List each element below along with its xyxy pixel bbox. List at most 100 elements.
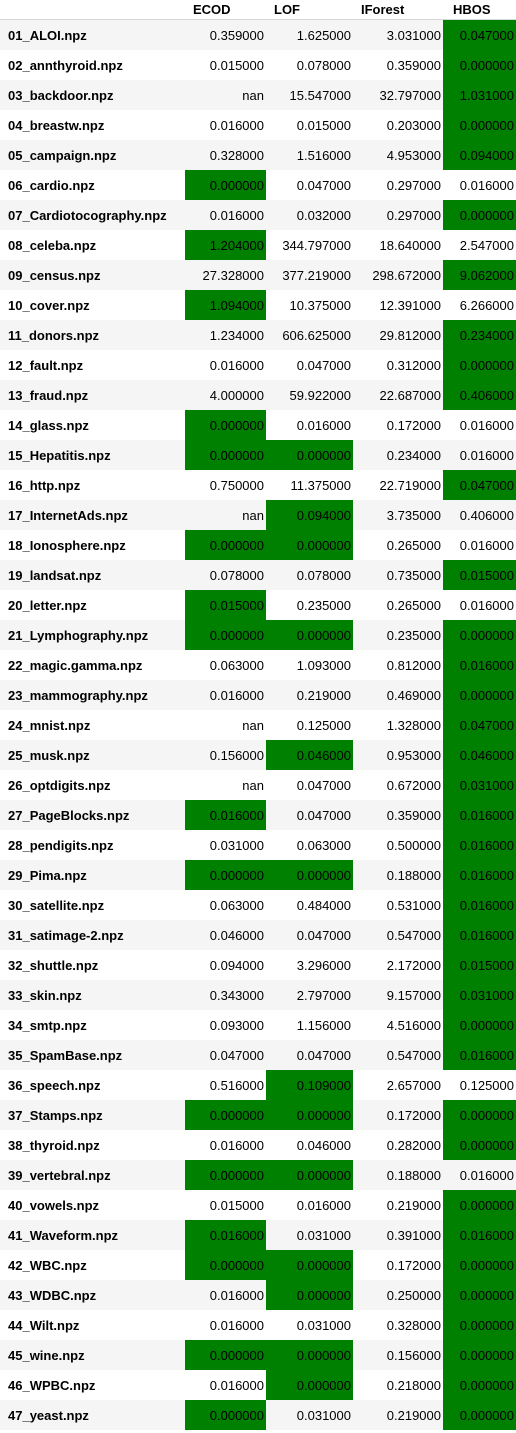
cell-iforest: 0.203000 bbox=[353, 110, 443, 140]
cell-iforest: 0.312000 bbox=[353, 350, 443, 380]
cell-hbos: 0.046000 bbox=[443, 740, 516, 770]
cell-ecod: 4.000000 bbox=[185, 380, 266, 410]
row-label: 05_campaign.npz bbox=[0, 140, 185, 170]
table-row: 11_donors.npz 1.234000 606.625000 29.812000… bbox=[0, 320, 516, 350]
table-row: 12_fault.npz 0.016000 0.047000 0.312000 0.00… bbox=[0, 350, 516, 380]
row-label: 15_Hepatitis.npz bbox=[0, 440, 185, 470]
cell-hbos: 1.031000 bbox=[443, 80, 516, 110]
cell-iforest: 0.250000 bbox=[353, 1280, 443, 1310]
cell-lof: 0.000000 bbox=[266, 1370, 353, 1400]
cell-ecod: 0.000000 bbox=[185, 860, 266, 890]
cell-lof: 0.219000 bbox=[266, 680, 353, 710]
cell-hbos: 0.015000 bbox=[443, 560, 516, 590]
cell-hbos: 0.000000 bbox=[443, 620, 516, 650]
cell-iforest: 0.672000 bbox=[353, 770, 443, 800]
cell-lof: 0.047000 bbox=[266, 170, 353, 200]
cell-ecod: 0.015000 bbox=[185, 590, 266, 620]
cell-lof: 606.625000 bbox=[266, 320, 353, 350]
row-label: 27_PageBlocks.npz bbox=[0, 800, 185, 830]
row-label: 39_vertebral.npz bbox=[0, 1160, 185, 1190]
cell-ecod: nan bbox=[185, 80, 266, 110]
table-row: 41_Waveform.npz 0.016000 0.031000 0.391000 0… bbox=[0, 1220, 516, 1250]
row-label: 41_Waveform.npz bbox=[0, 1220, 185, 1250]
header-row: ECOD LOF IForest HBOS bbox=[0, 0, 516, 20]
table-row: 10_cover.npz 1.094000 10.375000 12.391000 6.… bbox=[0, 290, 516, 320]
cell-hbos: 0.016000 bbox=[443, 410, 516, 440]
table-row: 29_Pima.npz 0.000000 0.000000 0.188000 0.016… bbox=[0, 860, 516, 890]
cell-lof: 1.156000 bbox=[266, 1010, 353, 1040]
cell-lof: 0.000000 bbox=[266, 1280, 353, 1310]
cell-lof: 0.031000 bbox=[266, 1310, 353, 1340]
cell-ecod: 0.343000 bbox=[185, 980, 266, 1010]
table-row: 25_musk.npz 0.156000 0.046000 0.953000 0.046… bbox=[0, 740, 516, 770]
cell-lof: 0.484000 bbox=[266, 890, 353, 920]
cell-lof: 1.516000 bbox=[266, 140, 353, 170]
cell-lof: 2.797000 bbox=[266, 980, 353, 1010]
table-row: 30_satellite.npz 0.063000 0.484000 0.531000… bbox=[0, 890, 516, 920]
cell-ecod: 0.015000 bbox=[185, 1190, 266, 1220]
cell-hbos: 0.406000 bbox=[443, 380, 516, 410]
table-row: 18_Ionosphere.npz 0.000000 0.000000 0.26500… bbox=[0, 530, 516, 560]
row-label: 26_optdigits.npz bbox=[0, 770, 185, 800]
row-label: 22_magic.gamma.npz bbox=[0, 650, 185, 680]
table-row: 01_ALOI.npz 0.359000 1.625000 3.031000 0.047… bbox=[0, 19, 516, 50]
cell-iforest: 0.219000 bbox=[353, 1400, 443, 1430]
row-label: 33_skin.npz bbox=[0, 980, 185, 1010]
cell-lof: 0.000000 bbox=[266, 440, 353, 470]
cell-hbos: 0.000000 bbox=[443, 1100, 516, 1130]
cell-iforest: 0.234000 bbox=[353, 440, 443, 470]
cell-iforest: 0.235000 bbox=[353, 620, 443, 650]
row-label: 31_satimage-2.npz bbox=[0, 920, 185, 950]
cell-hbos: 0.125000 bbox=[443, 1070, 516, 1100]
cell-iforest: 0.547000 bbox=[353, 920, 443, 950]
table-row: 04_breastw.npz 0.016000 0.015000 0.203000 0.… bbox=[0, 110, 516, 140]
cell-ecod: 0.093000 bbox=[185, 1010, 266, 1040]
row-label: 14_glass.npz bbox=[0, 410, 185, 440]
cell-hbos: 0.406000 bbox=[443, 500, 516, 530]
cell-ecod: 0.156000 bbox=[185, 740, 266, 770]
cell-hbos: 0.000000 bbox=[443, 110, 516, 140]
row-label: 01_ALOI.npz bbox=[0, 19, 185, 50]
cell-lof: 377.219000 bbox=[266, 260, 353, 290]
cell-hbos: 0.016000 bbox=[443, 440, 516, 470]
cell-iforest: 0.953000 bbox=[353, 740, 443, 770]
cell-hbos: 0.015000 bbox=[443, 950, 516, 980]
cell-iforest: 0.359000 bbox=[353, 50, 443, 80]
cell-hbos: 0.000000 bbox=[443, 1190, 516, 1220]
table-row: 08_celeba.npz 1.204000 344.797000 18.640000… bbox=[0, 230, 516, 260]
row-label: 12_fault.npz bbox=[0, 350, 185, 380]
cell-iforest: 9.157000 bbox=[353, 980, 443, 1010]
cell-iforest: 3.031000 bbox=[353, 19, 443, 50]
cell-iforest: 3.735000 bbox=[353, 500, 443, 530]
cell-lof: 0.046000 bbox=[266, 1130, 353, 1160]
cell-iforest: 22.687000 bbox=[353, 380, 443, 410]
row-label: 19_landsat.npz bbox=[0, 560, 185, 590]
cell-iforest: 0.735000 bbox=[353, 560, 443, 590]
cell-lof: 0.015000 bbox=[266, 110, 353, 140]
row-label: 28_pendigits.npz bbox=[0, 830, 185, 860]
table-row: 02_annthyroid.npz 0.015000 0.078000 0.35900… bbox=[0, 50, 516, 80]
row-label: 24_mnist.npz bbox=[0, 710, 185, 740]
cell-ecod: 0.000000 bbox=[185, 530, 266, 560]
cell-hbos: 0.094000 bbox=[443, 140, 516, 170]
row-label: 43_WDBC.npz bbox=[0, 1280, 185, 1310]
cell-ecod: 27.328000 bbox=[185, 260, 266, 290]
cell-iforest: 0.500000 bbox=[353, 830, 443, 860]
cell-hbos: 0.016000 bbox=[443, 860, 516, 890]
table-row: 47_yeast.npz 0.000000 0.031000 0.219000 0.00… bbox=[0, 1400, 516, 1430]
cell-hbos: 0.016000 bbox=[443, 920, 516, 950]
cell-lof: 0.078000 bbox=[266, 560, 353, 590]
column-header-ecod: ECOD bbox=[185, 0, 266, 20]
table-row: 37_Stamps.npz 0.000000 0.000000 0.172000 0.0… bbox=[0, 1100, 516, 1130]
table-row: 43_WDBC.npz 0.016000 0.000000 0.250000 0.000… bbox=[0, 1280, 516, 1310]
cell-iforest: 0.218000 bbox=[353, 1370, 443, 1400]
cell-ecod: 0.031000 bbox=[185, 830, 266, 860]
cell-iforest: 18.640000 bbox=[353, 230, 443, 260]
cell-iforest: 4.516000 bbox=[353, 1010, 443, 1040]
table-row: 23_mammography.npz 0.016000 0.219000 0.4690… bbox=[0, 680, 516, 710]
cell-lof: 344.797000 bbox=[266, 230, 353, 260]
cell-hbos: 0.016000 bbox=[443, 890, 516, 920]
cell-ecod: 0.328000 bbox=[185, 140, 266, 170]
cell-hbos: 0.000000 bbox=[443, 680, 516, 710]
